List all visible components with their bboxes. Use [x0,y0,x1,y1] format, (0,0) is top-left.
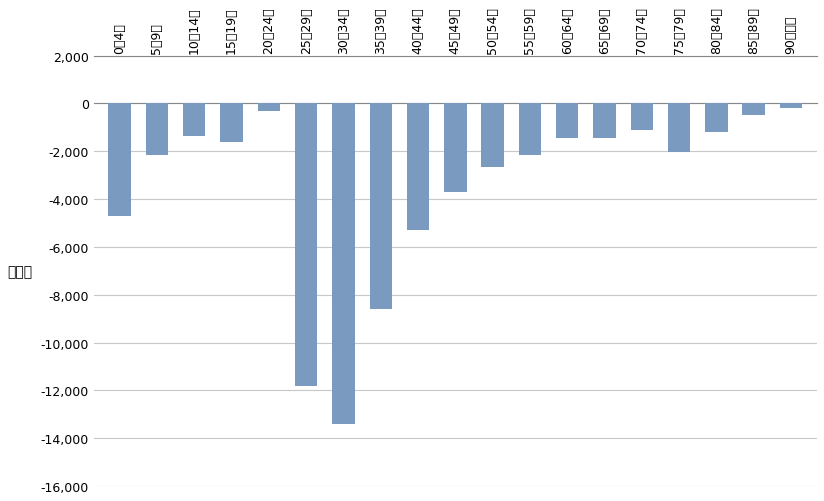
Bar [109,104,131,216]
Bar [258,104,280,111]
Bar [481,104,503,167]
Bar [220,104,243,142]
Bar [780,104,802,109]
Bar [705,104,728,133]
Bar [146,104,168,155]
Bar [444,104,466,192]
Y-axis label: （人）: （人） [7,265,32,278]
Bar [519,104,541,155]
Bar [369,104,392,310]
Bar [183,104,205,136]
Bar [556,104,578,139]
Bar [593,104,616,139]
Bar [742,104,765,116]
Bar [295,104,317,386]
Bar [630,104,653,130]
Bar [407,104,429,231]
Bar [332,104,354,424]
Bar [668,104,691,153]
